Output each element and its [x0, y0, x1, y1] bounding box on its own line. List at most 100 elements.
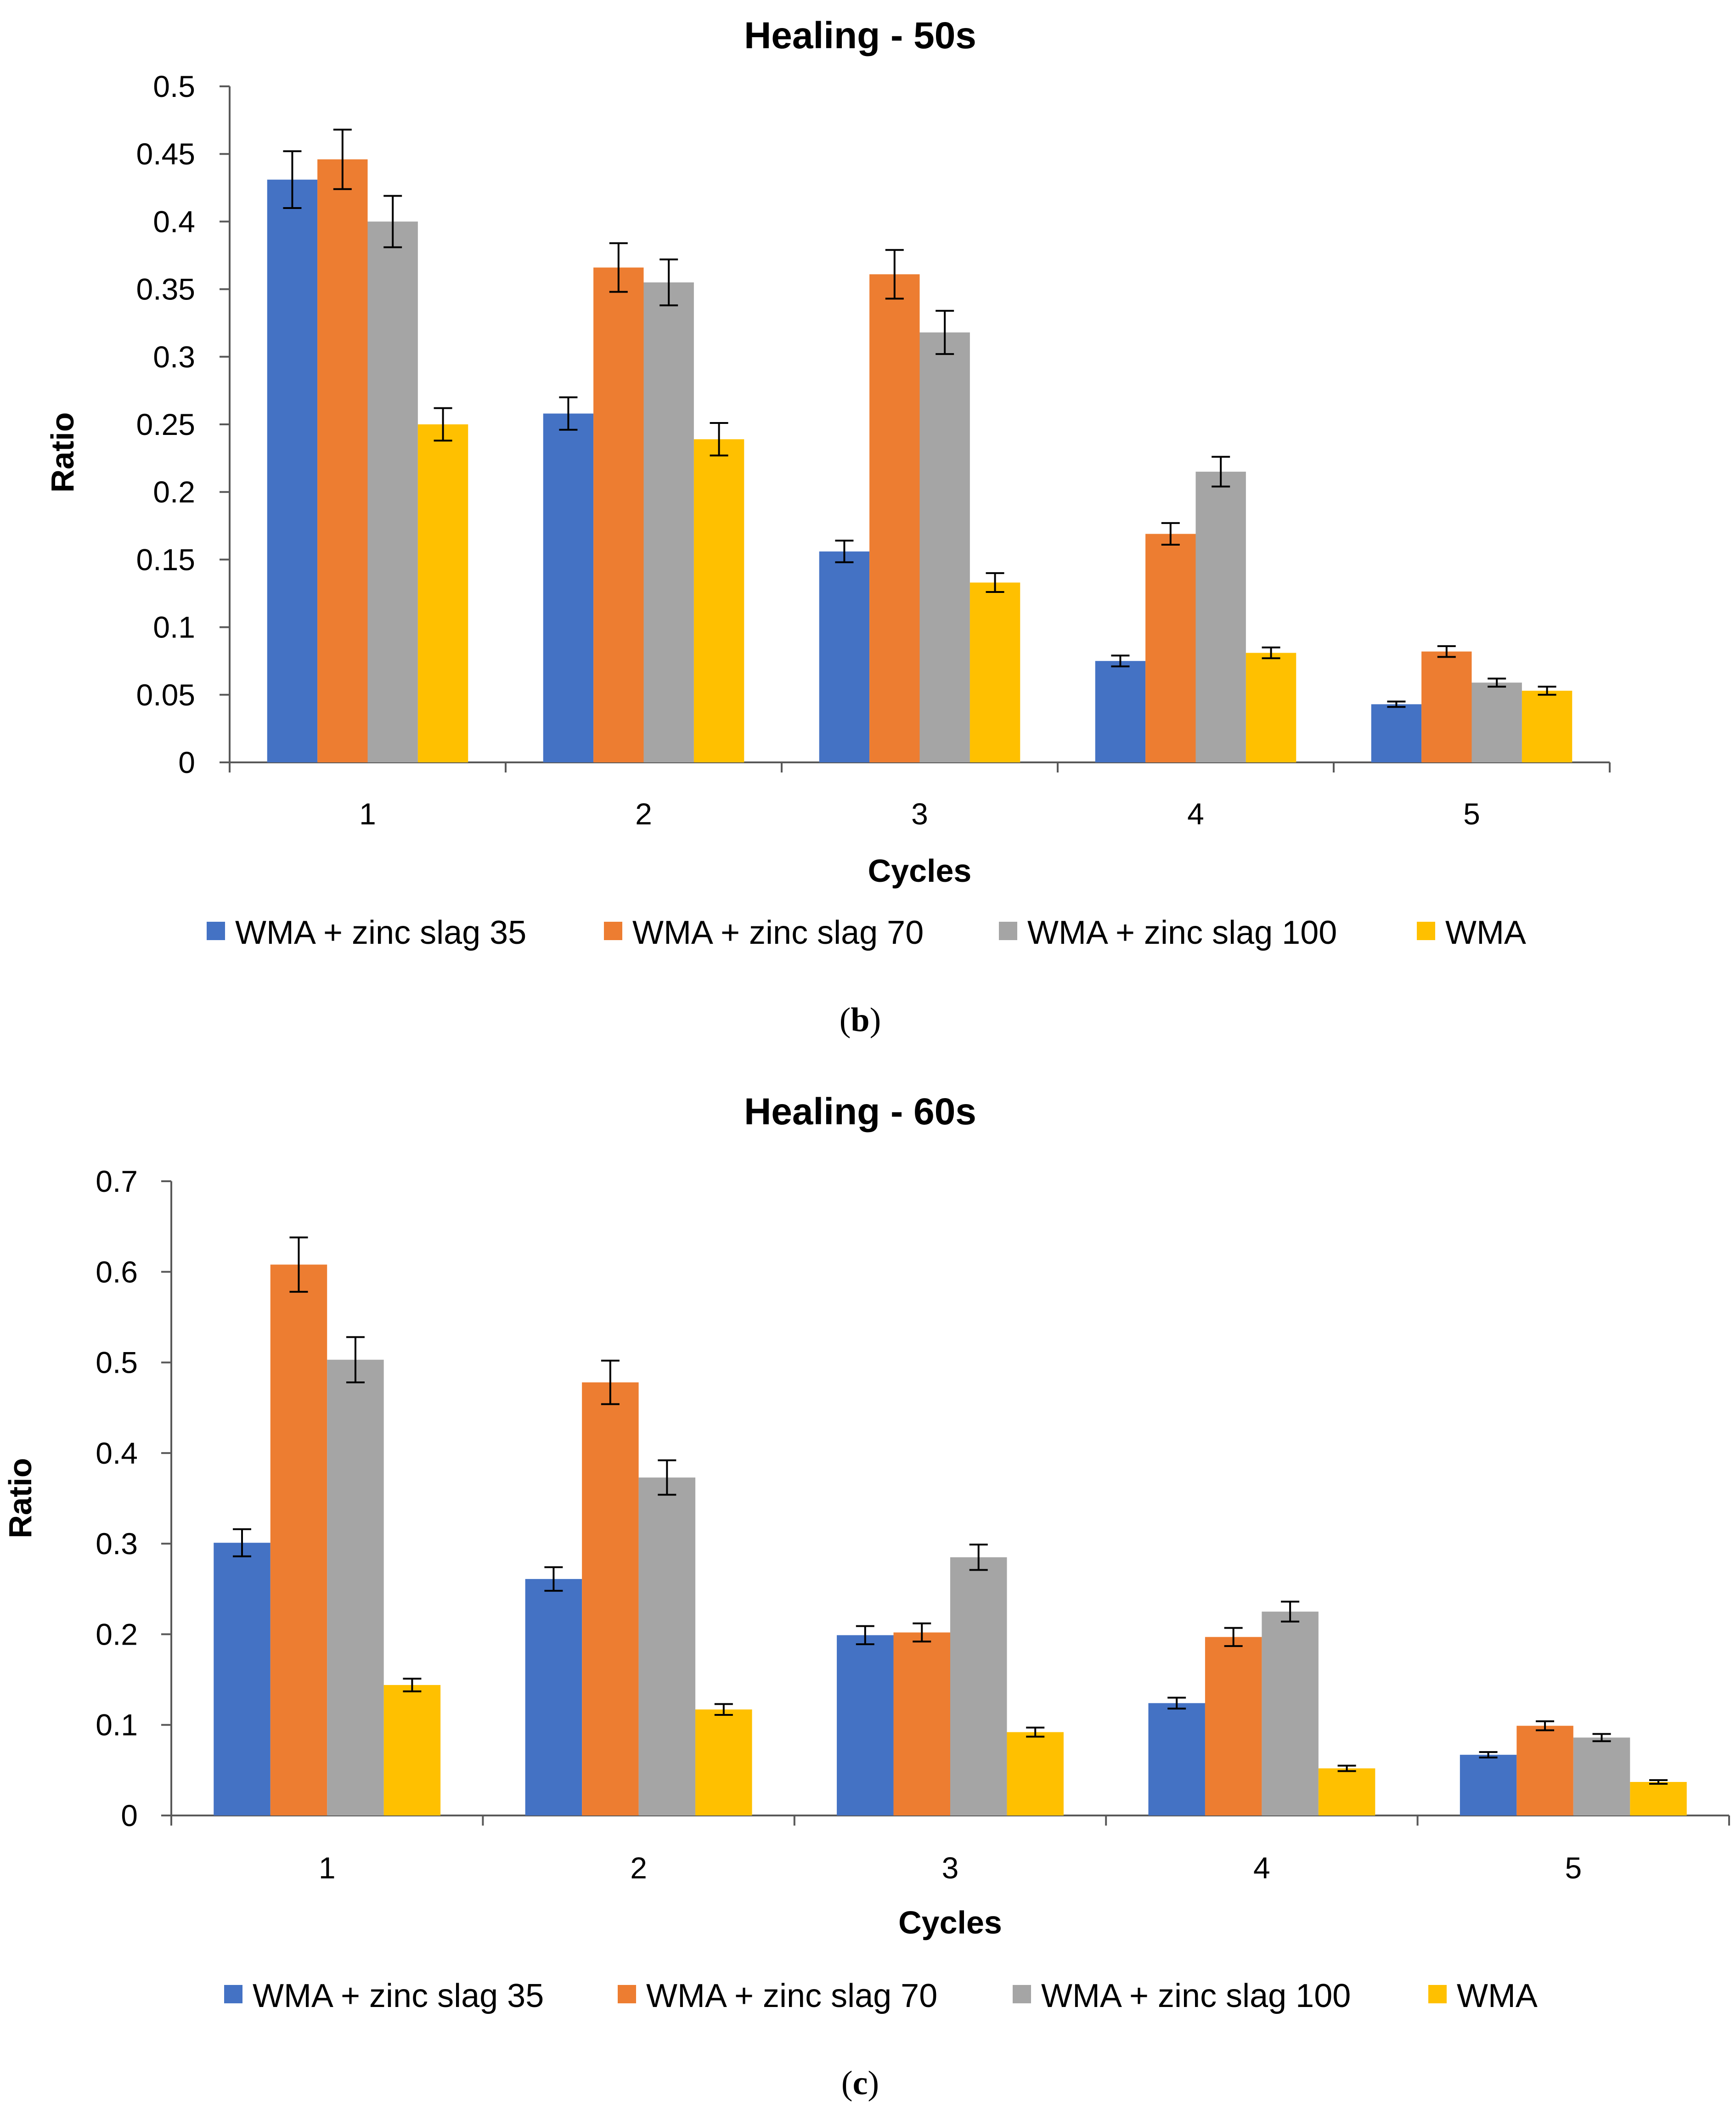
x-tick-label: 4	[1187, 797, 1204, 831]
bar	[1371, 704, 1422, 762]
bar	[1145, 534, 1196, 762]
y-tick-label: 0.6	[96, 1255, 138, 1289]
bar	[1205, 1637, 1262, 1815]
x-axis-title: Cycles	[898, 1905, 1002, 1940]
y-tick-label: 0	[121, 1798, 138, 1832]
bar	[214, 1543, 271, 1815]
bar	[1007, 1732, 1064, 1815]
bar	[270, 1264, 327, 1815]
x-tick-label: 1	[319, 1851, 336, 1885]
bar	[1148, 1703, 1205, 1815]
x-tick-label: 3	[911, 797, 928, 831]
bar	[1095, 661, 1146, 762]
bar	[1630, 1782, 1687, 1815]
bar	[317, 159, 368, 762]
y-tick-label: 0.15	[136, 542, 195, 576]
y-tick-label: 0.2	[96, 1617, 138, 1651]
legend-label: WMA + zinc slag 70	[646, 1978, 937, 2014]
y-tick-label: 0.5	[96, 1346, 138, 1380]
bar	[327, 1359, 384, 1815]
x-tick-label: 4	[1253, 1851, 1270, 1885]
figure-caption: (b)	[840, 1001, 881, 1039]
legend-label: WMA + zinc slag 35	[253, 1978, 544, 2014]
bar	[267, 180, 318, 762]
legend-label: WMA	[1445, 914, 1526, 951]
x-tick-label: 5	[1565, 1851, 1582, 1885]
y-axis-title: Ratio	[45, 412, 80, 493]
y-tick-label: 0.1	[96, 1708, 138, 1742]
legend-swatch	[1013, 1985, 1031, 2003]
legend: WMA + zinc slag 35 WMA + zinc slag 70 WMA …	[224, 1978, 1538, 2014]
y-tick-label: 0.45	[136, 137, 195, 171]
bar	[643, 282, 694, 762]
chart-healing-60s: Healing - 60s 0 0.1 0.2 0.3 0.4 0.5 0.6 0.7 1 2 3 4 5…	[2, 1091, 1730, 2102]
bar	[1246, 653, 1296, 762]
legend-label: WMA + zinc slag 100	[1027, 914, 1337, 951]
bar	[1262, 1612, 1319, 1815]
bar	[950, 1557, 1007, 1815]
y-tick-label: 0.4	[153, 204, 195, 238]
bar	[869, 274, 920, 762]
caption-open: (	[841, 2064, 853, 2102]
y-tick-label: 0.25	[136, 407, 195, 441]
y-tick-label: 0.2	[153, 475, 195, 509]
y-tick-label: 0.4	[96, 1436, 138, 1470]
y-tick-label: 0.05	[136, 678, 195, 712]
bar	[417, 424, 468, 762]
legend-label: WMA + zinc slag 70	[632, 914, 924, 951]
bar	[1471, 682, 1522, 762]
caption-close: )	[868, 2064, 879, 2102]
caption-close: )	[870, 1001, 881, 1039]
bar	[969, 582, 1020, 762]
y-tick-label: 0.3	[96, 1527, 138, 1561]
bar	[893, 1632, 950, 1815]
caption-letter: b	[851, 1001, 869, 1039]
bar	[693, 439, 744, 762]
legend-swatch	[999, 922, 1017, 940]
bar	[819, 551, 870, 762]
caption-letter: c	[853, 2064, 868, 2102]
x-tick-label: 1	[359, 797, 376, 831]
y-axis-title: Ratio	[2, 1458, 38, 1539]
bar	[525, 1579, 582, 1815]
legend-swatch	[1417, 922, 1435, 940]
y-tick-label: 0.1	[153, 610, 195, 644]
legend-swatch	[604, 922, 622, 940]
bar	[1318, 1768, 1375, 1815]
x-tick-label: 2	[630, 1851, 647, 1885]
bar	[638, 1477, 696, 1815]
y-tick-label: 0	[178, 745, 195, 779]
y-tick-label: 0.5	[153, 69, 195, 103]
legend-swatch	[1428, 1985, 1447, 2003]
bar	[1421, 651, 1472, 762]
y-tick-label: 0.35	[136, 272, 195, 306]
legend-label: WMA	[1457, 1978, 1538, 2014]
y-tick-label: 0.3	[153, 340, 195, 374]
x-tick-label: 5	[1463, 797, 1480, 831]
legend-label: WMA + zinc slag 100	[1041, 1978, 1351, 2014]
bar	[1522, 690, 1573, 762]
legend-swatch	[224, 1985, 242, 2003]
bar	[367, 221, 418, 762]
bar	[1516, 1725, 1573, 1815]
bar	[582, 1382, 639, 1815]
x-tick-label: 3	[942, 1851, 959, 1885]
chart-title: Healing - 60s	[744, 1091, 976, 1133]
legend-swatch	[618, 1985, 636, 2003]
bar	[837, 1635, 894, 1815]
figure-caption: (c)	[841, 2064, 879, 2102]
x-tick-label: 2	[635, 797, 652, 831]
legend: WMA + zinc slag 35 WMA + zinc slag 70 WMA …	[207, 914, 1526, 951]
chart-healing-50s: Healing - 50s 0 0.05 0.1 0.15 0.2 0.25 0.3 0.35 0…	[45, 15, 1611, 1039]
bar	[695, 1709, 752, 1815]
chart-title: Healing - 50s	[744, 15, 976, 56]
bar	[1573, 1737, 1630, 1815]
bar	[1460, 1754, 1517, 1815]
caption-open: (	[840, 1001, 851, 1039]
bar	[919, 332, 970, 762]
y-tick-label: 0.7	[96, 1164, 138, 1198]
legend-label: WMA + zinc slag 35	[235, 914, 526, 951]
bar	[543, 413, 594, 762]
bar	[593, 267, 644, 762]
